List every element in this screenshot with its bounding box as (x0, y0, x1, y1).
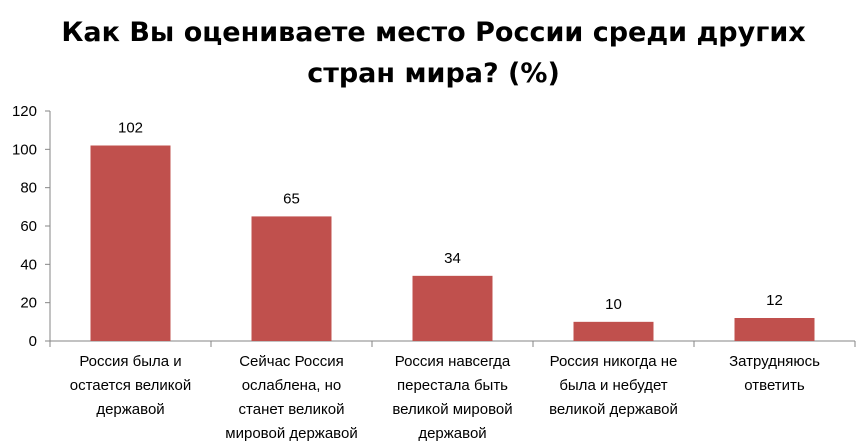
category-label: Затрудняюсь ответить (729, 353, 820, 394)
category-label-line: остается великой (70, 377, 191, 394)
y-tick-label: 100 (12, 141, 37, 158)
category-label-line: державой (418, 425, 486, 442)
category-label: Сейчас Россия ослаблена, но станет великой… (225, 353, 357, 442)
bar (573, 321, 654, 341)
y-tick-label: 80 (20, 180, 37, 197)
category-label-line: станет великой (239, 401, 345, 418)
category-label-line: Россия навсегда (395, 353, 511, 370)
category-label-line: великой мировой (392, 401, 512, 418)
y-tick-label: 60 (20, 218, 37, 235)
category-label-line: была и небудет (559, 377, 667, 394)
bar (251, 216, 332, 341)
data-label: 12 (766, 292, 783, 309)
data-label: 10 (605, 296, 622, 313)
category-label-line: Россия была и (79, 353, 181, 370)
data-labels: 102 65 34 10 12 (118, 120, 783, 313)
category-label-line: державой (96, 401, 164, 418)
bar (412, 275, 493, 341)
bar (90, 145, 171, 341)
category-label-line: Затрудняюсь (729, 353, 820, 370)
y-tick-label: 0 (29, 333, 37, 350)
category-label: Россия навсегда перестала быть великой мир… (392, 353, 512, 442)
y-tick-label: 40 (20, 256, 37, 273)
y-tick-label: 120 (12, 103, 37, 120)
chart-title: Как Вы оцениваете место России среди дру… (61, 17, 806, 89)
data-label: 34 (444, 250, 461, 267)
bar (734, 318, 815, 341)
category-label-line: великой державой (549, 401, 678, 418)
y-tick-label: 20 (20, 295, 37, 312)
bars (90, 145, 815, 341)
category-label: Россия никогда не была и небудет великой д… (549, 353, 678, 418)
category-label-line: Россия никогда не (550, 353, 678, 370)
category-label-line: ответить (744, 377, 805, 394)
category-label-line: Сейчас Россия (239, 353, 344, 370)
y-axis-ticks: 0 20 40 60 80 100 120 (12, 103, 50, 350)
category-labels: Россия была и остается великой державой Сей… (70, 353, 820, 442)
category-label-line: перестала быть (397, 377, 508, 394)
category-label: Россия была и остается великой державой (70, 353, 191, 418)
data-label: 102 (118, 120, 143, 137)
category-label-line: мировой державой (225, 425, 357, 442)
category-label-line: ослаблена, но (242, 377, 342, 394)
data-label: 65 (283, 190, 300, 207)
